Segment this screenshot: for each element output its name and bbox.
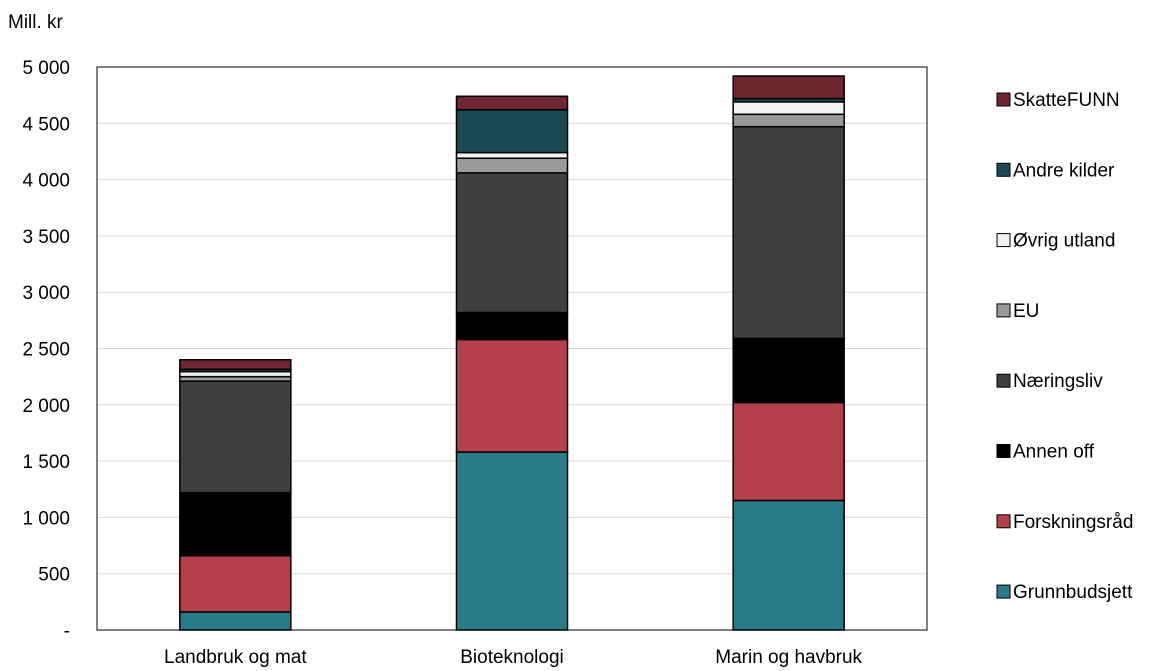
y-tick-label: 2 500 xyxy=(22,340,70,361)
y-tick-label: 2 000 xyxy=(22,396,70,417)
bar-segment xyxy=(732,337,845,404)
y-tick-label: 1 500 xyxy=(22,452,70,473)
y-tick-label: 4 000 xyxy=(22,171,70,192)
x-axis-category-labels: Landbruk og mat Bioteknologi Marin og havb… xyxy=(164,647,863,668)
bar-segment xyxy=(455,311,569,341)
bar-segment xyxy=(455,172,569,314)
y-tick-label: 4 500 xyxy=(22,114,70,135)
legend: SkatteFUNN Andre kilder Øvrig utland EU Næri… xyxy=(996,90,1133,603)
y-tick-label: 500 xyxy=(38,565,70,586)
legend-label: Andre kilder xyxy=(1013,160,1115,181)
y-tick-label: 1 000 xyxy=(22,508,70,529)
bar-segment xyxy=(455,451,569,631)
legend-swatch xyxy=(996,514,1011,529)
bars xyxy=(179,75,845,631)
y-tick-label: - xyxy=(64,621,70,642)
bar-segment xyxy=(732,113,845,128)
legend-label: SkatteFUNN xyxy=(1013,90,1120,111)
bar-segment xyxy=(455,95,569,111)
x-category-label: Landbruk og mat xyxy=(164,647,307,668)
bar-segment xyxy=(179,370,292,378)
plot-area-frame xyxy=(96,66,928,631)
legend-label: EU xyxy=(1013,301,1039,322)
bar-segment xyxy=(179,611,292,631)
legend-label: Grunnbudsjett xyxy=(1013,582,1133,603)
legend-label: Annen off xyxy=(1013,442,1095,463)
legend-label: Forskningsråd xyxy=(1013,512,1133,533)
legend-swatch xyxy=(996,373,1011,388)
x-category-label: Marin og havbruk xyxy=(715,647,862,668)
bar-segment xyxy=(179,554,292,613)
bar-segment xyxy=(455,151,569,159)
bar-segment xyxy=(732,401,845,502)
legend-label: Næringsliv xyxy=(1013,371,1103,392)
bar-segment xyxy=(455,109,569,154)
legend-swatch xyxy=(996,233,1011,248)
bar-segment xyxy=(179,359,292,371)
bar-segment xyxy=(732,499,845,631)
bar-segment xyxy=(732,125,845,340)
bar-segment xyxy=(732,75,845,100)
x-category-label: Bioteknologi xyxy=(460,647,564,668)
legend-swatch xyxy=(996,92,1011,107)
legend-label: Øvrig utland xyxy=(1013,231,1115,252)
legend-swatch xyxy=(996,584,1011,599)
y-tick-label: 3 000 xyxy=(22,283,70,304)
y-tick-label: 5 000 xyxy=(22,58,70,79)
y-axis-label: Mill. kr xyxy=(8,12,64,33)
legend-swatch xyxy=(996,444,1011,458)
bar-segment xyxy=(455,157,569,174)
legend-swatch xyxy=(996,303,1011,318)
bar-segment xyxy=(179,380,292,494)
bar-segment xyxy=(455,338,569,453)
bar-segment xyxy=(179,491,292,557)
legend-swatch xyxy=(996,162,1011,177)
y-tick-label: 3 500 xyxy=(22,227,70,248)
bar-segment xyxy=(732,101,845,116)
y-axis-tick-labels: - 500 1 000 1 500 2 000 2 500 3 000 3 500 4 000 4… xyxy=(22,58,70,642)
